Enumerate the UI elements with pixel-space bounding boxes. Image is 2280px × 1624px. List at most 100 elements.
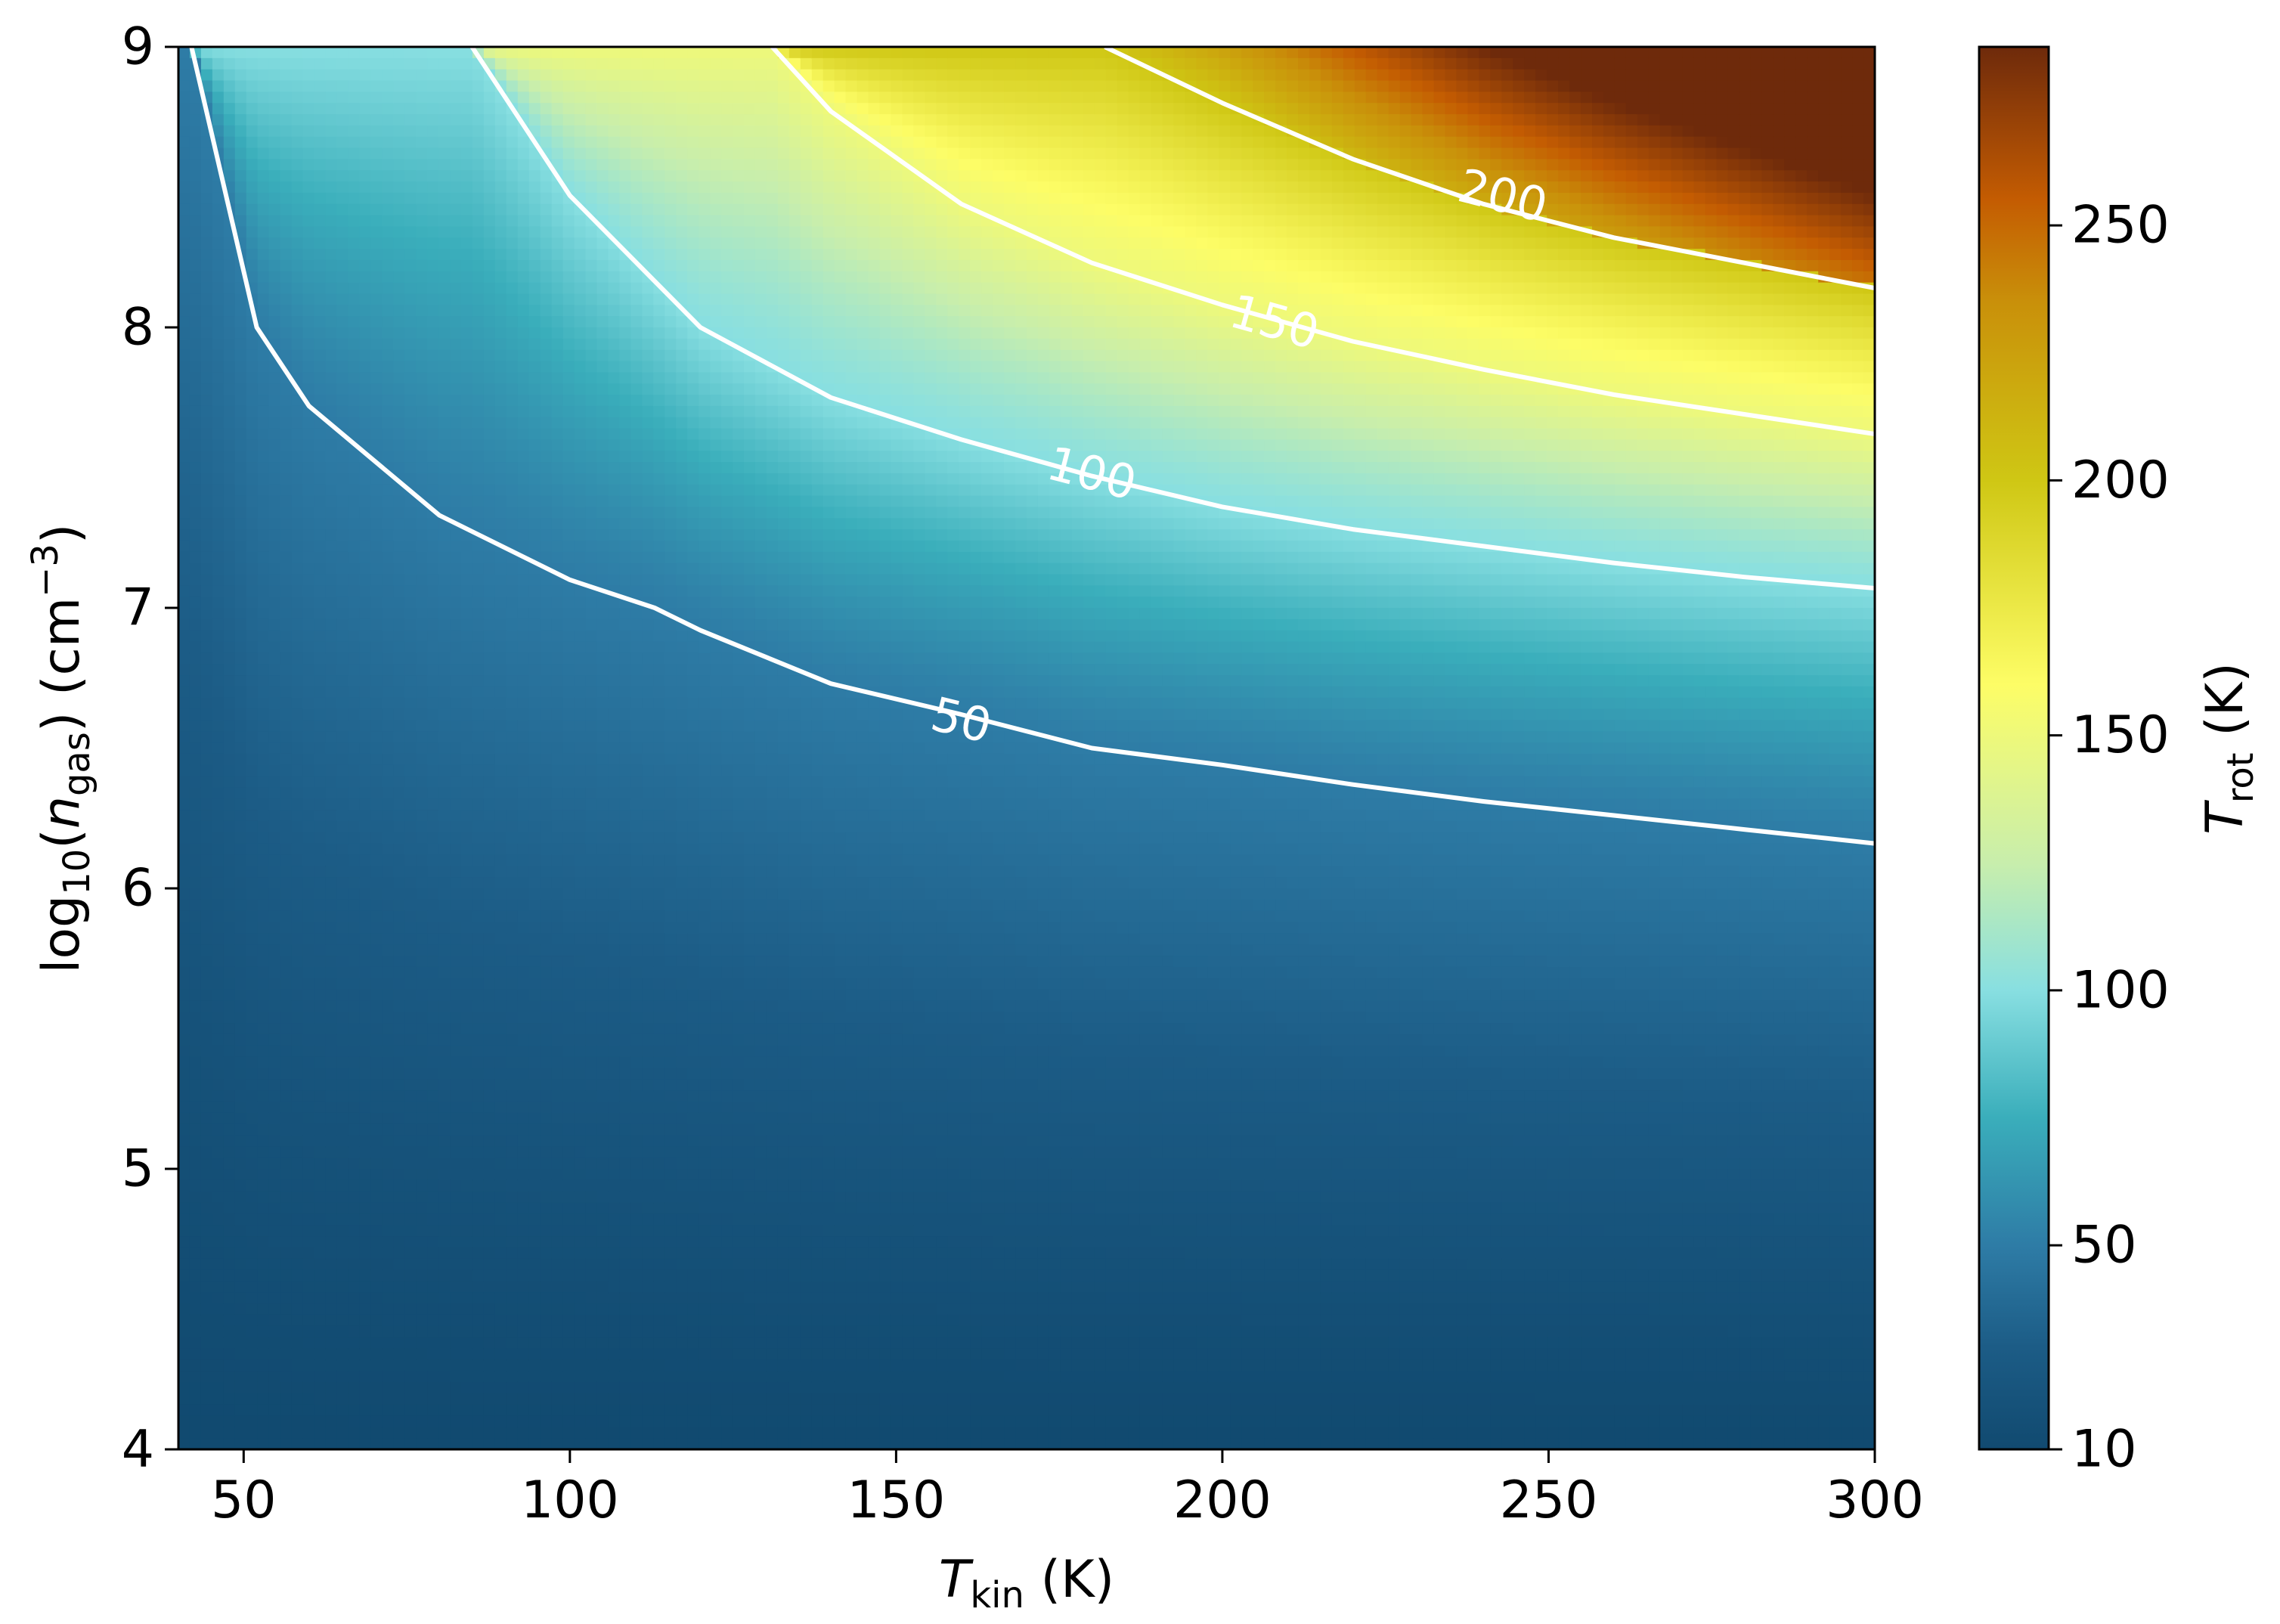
heatmap-cell [257,518,270,531]
heatmap-cell [246,451,259,463]
heatmap-cell [494,1303,507,1316]
heatmap-cell [325,1236,338,1248]
heatmap-cell [223,237,236,250]
heatmap-cell [280,271,293,284]
heatmap-cell [234,69,247,82]
heatmap-cell [234,1213,247,1226]
heatmap-cell [348,776,361,789]
heatmap-cell [608,1123,621,1136]
heatmap-cell [393,327,406,339]
heatmap-cell [212,888,225,900]
heatmap-cell [234,305,247,318]
heatmap-cell [314,697,327,710]
heatmap-cell [472,114,485,126]
heatmap-cell [596,1000,609,1013]
heatmap-cell [551,305,564,318]
heatmap-cell [246,1135,259,1148]
heatmap-cell [416,1158,429,1170]
heatmap-cell [370,1045,383,1058]
heatmap-cell [325,888,338,900]
heatmap-cell [619,798,632,811]
heatmap-cell [212,675,225,687]
heatmap-cell [189,989,202,1002]
heatmap-cell [257,798,270,811]
heatmap-cell [494,956,507,968]
heatmap-cell [585,372,598,385]
heatmap-cell [302,114,315,126]
heatmap-cell [494,585,507,598]
heatmap-cell [234,630,247,643]
heatmap-cell [404,170,417,182]
heatmap-cell [574,1303,587,1316]
heatmap-cell [404,832,417,845]
heatmap-cell [314,1123,327,1136]
heatmap-cell [540,989,553,1002]
heatmap-cell [619,810,632,822]
heatmap-cell [223,1438,236,1449]
heatmap-cell [359,1191,372,1204]
heatmap-cell [416,1381,429,1394]
heatmap-cell [404,1090,417,1102]
heatmap-cell [382,686,395,699]
heatmap-cell [416,282,429,295]
heatmap-cell [483,1169,496,1181]
heatmap-cell [404,69,417,82]
heatmap-cell [189,1292,202,1304]
heatmap-cell [246,989,259,1002]
heatmap-cell [551,1012,564,1024]
heatmap-cell [472,170,485,182]
heatmap-cell [246,529,259,541]
heatmap-cell [517,866,530,879]
heatmap-cell [234,540,247,553]
heatmap-cell [268,675,281,687]
heatmap-cell [461,978,473,990]
heatmap-cell [517,854,530,867]
heatmap-cell [608,1101,621,1114]
heatmap-cell [336,518,349,531]
heatmap-cell [257,181,270,194]
heatmap-cell [382,439,395,452]
heatmap-cell [574,933,587,946]
heatmap-cell [200,249,213,261]
heatmap-cell [404,1000,417,1013]
heatmap-cell [212,1000,225,1013]
heatmap-cell [472,899,485,912]
heatmap-cell [223,978,236,990]
heatmap-cell [359,383,372,395]
heatmap-cell [506,439,519,452]
heatmap-cell [461,664,473,676]
heatmap-cell [178,1236,191,1248]
heatmap-cell [212,608,225,620]
heatmap-cell [189,810,202,822]
heatmap-cell [404,226,417,239]
heatmap-cell [608,1393,621,1406]
heatmap-cell [212,944,225,956]
heatmap-cell [461,708,473,721]
heatmap-cell [540,1169,553,1181]
heatmap-cell [506,1213,519,1226]
heatmap-cell [382,1292,395,1304]
heatmap-cell [200,1236,213,1248]
heatmap-cell [506,1079,519,1092]
heatmap-cell [200,798,213,811]
heatmap-cell [382,529,395,541]
heatmap-cell [314,1258,327,1271]
heatmap-cell [246,798,259,811]
heatmap-cell [382,1034,395,1046]
heatmap-cell [382,136,395,149]
heatmap-cell [494,922,507,934]
heatmap-cell [325,1158,338,1170]
heatmap-cell [585,192,598,205]
heatmap-cell [540,1056,553,1069]
heatmap-cell [450,708,462,721]
heatmap-cell [540,697,553,710]
heatmap-cell [212,630,225,643]
heatmap-cell [382,1381,395,1394]
heatmap-cell [608,978,621,990]
heatmap-cell [178,372,191,385]
heatmap-cell [427,80,439,93]
heatmap-cell [212,249,225,261]
heatmap-cell [223,1158,236,1170]
heatmap-cell [404,618,417,631]
heatmap-cell [336,675,349,687]
